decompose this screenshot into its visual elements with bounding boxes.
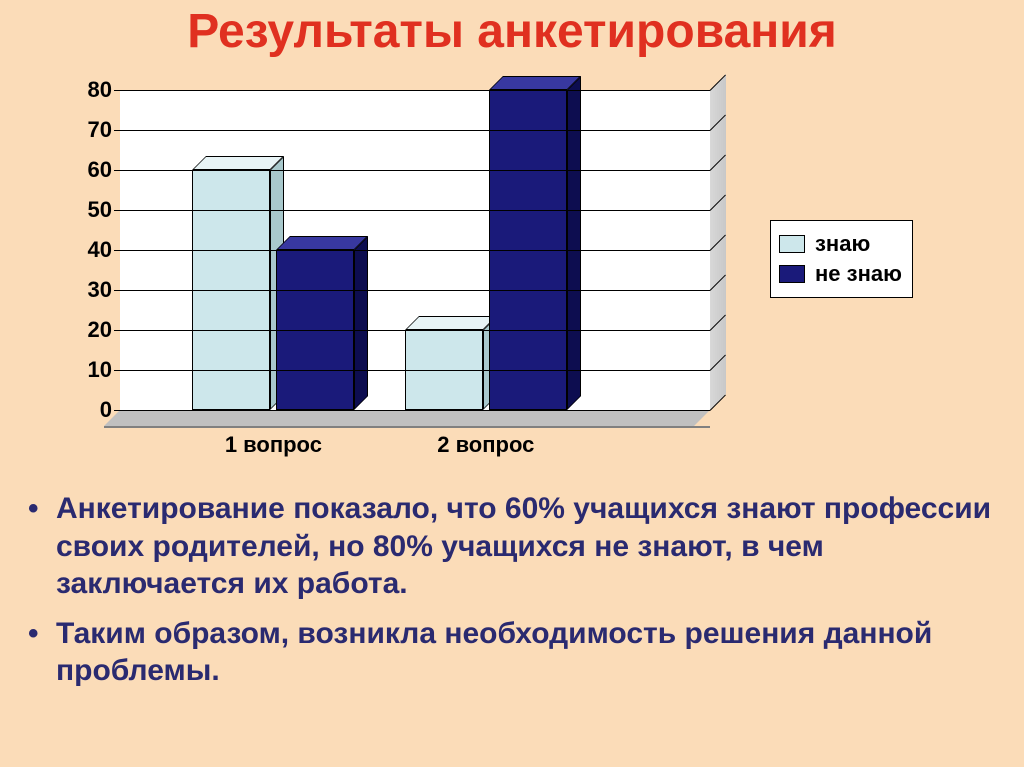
legend-label: знаю [815, 231, 870, 257]
list-item: • Таким образом, возникла необходимость … [28, 615, 998, 690]
chart-gridline [120, 130, 710, 131]
chart-gridline [120, 370, 710, 371]
bullet-icon: • [28, 490, 56, 603]
y-axis-label: 30 [60, 277, 112, 303]
legend-item: знаю [779, 231, 902, 257]
bullet-list: • Анкетирование показало, что 60% учащих… [28, 490, 998, 702]
bullet-text: Анкетирование показало, что 60% учащихся… [56, 490, 998, 603]
x-axis-label: 2 вопрос [416, 432, 556, 458]
chart-gridline [120, 250, 710, 251]
legend-swatch-icon [779, 265, 805, 283]
chart-gridline [120, 210, 710, 211]
chart-gridline [120, 330, 710, 331]
y-axis-label: 10 [60, 357, 112, 383]
chart-gridline [120, 170, 710, 171]
bullet-text: Таким образом, возникла необходимость ре… [56, 615, 998, 690]
slide-title: Результаты анкетирования [0, 4, 1024, 59]
legend-item: не знаю [779, 261, 902, 287]
y-axis-label: 60 [60, 157, 112, 183]
y-axis-label: 20 [60, 317, 112, 343]
chart-floor-edge [104, 426, 710, 428]
y-axis-label: 40 [60, 237, 112, 263]
legend-swatch-icon [779, 235, 805, 253]
chart-gridline [120, 290, 710, 291]
y-axis-label: 80 [60, 77, 112, 103]
chart-floor [104, 410, 710, 426]
legend-label: не знаю [815, 261, 902, 287]
x-axis-label: 1 вопрос [203, 432, 343, 458]
chart-gridline [120, 90, 710, 91]
y-axis-label: 70 [60, 117, 112, 143]
list-item: • Анкетирование показало, что 60% учащих… [28, 490, 998, 603]
bullet-icon: • [28, 615, 56, 690]
chart-gridline [120, 410, 710, 411]
survey-chart: знаю не знаю 010203040506070801 вопрос2 … [70, 80, 940, 480]
chart-legend: знаю не знаю [770, 220, 913, 298]
slide: Результаты анкетирования знаю не знаю 01… [0, 0, 1024, 767]
y-axis-label: 50 [60, 197, 112, 223]
y-axis-label: 0 [60, 397, 112, 423]
